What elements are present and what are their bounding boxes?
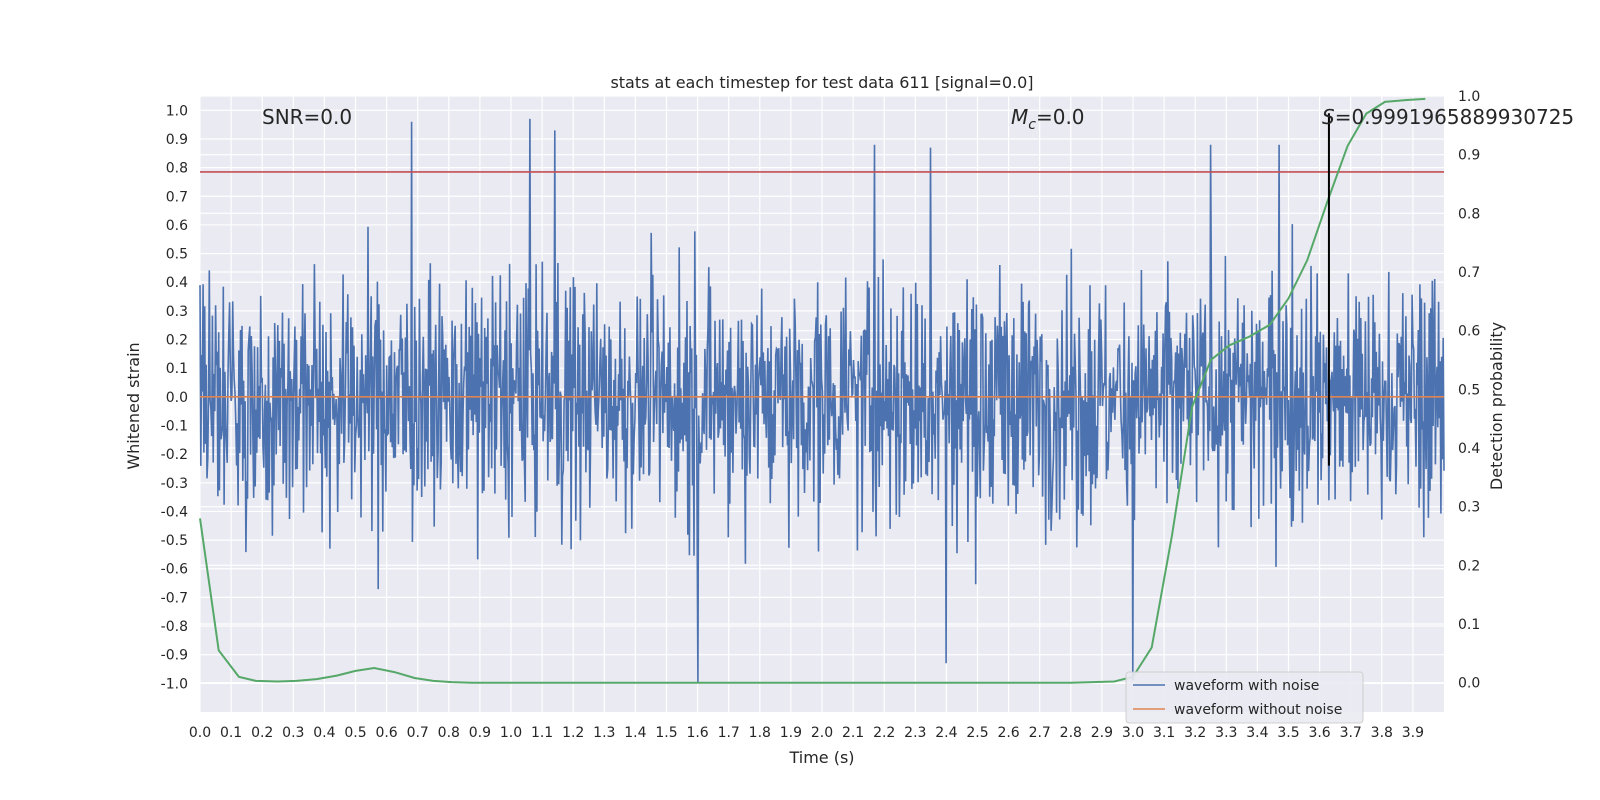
chirp-mass-subscript: c <box>1028 117 1036 133</box>
x-tick-label: 1.6 <box>686 725 708 741</box>
legend-label-clean: waveform without noise <box>1174 702 1342 718</box>
score-value: =0.9991965889930725 <box>1335 105 1574 129</box>
x-tick-label: 2.1 <box>842 725 864 741</box>
x-tick-label: 2.7 <box>1029 725 1051 741</box>
x-tick-label: 3.2 <box>1184 725 1206 741</box>
y2-tick-label: 0.6 <box>1458 324 1480 340</box>
y-tick-label: 0.4 <box>166 275 188 291</box>
x-tick-label: 3.1 <box>1153 725 1175 741</box>
score-annotation: S=0.9991965889930725 <box>1322 105 1574 129</box>
x-tick-label: 0.1 <box>220 725 242 741</box>
x-tick-label: 1.5 <box>655 725 677 741</box>
x-tick-label: 0.2 <box>251 725 273 741</box>
detection-probability-line <box>199 97 1426 684</box>
x-tick-label: 2.5 <box>966 725 988 741</box>
y2-tick-label: 0.8 <box>1458 206 1480 222</box>
x-tick-label: 3.9 <box>1402 725 1424 741</box>
x-tick-label: 3.3 <box>1215 725 1237 741</box>
y-tick-label: -0.2 <box>161 447 188 463</box>
x-tick-label: 2.4 <box>935 725 957 741</box>
y2-tick-label: 0.9 <box>1458 148 1480 164</box>
y2-tick-label: 0.5 <box>1458 382 1480 398</box>
x-tick-label: 2.0 <box>811 725 833 741</box>
chirp-mass-symbol: M <box>1011 105 1028 129</box>
x-tick-label: 2.9 <box>1091 725 1113 741</box>
x-tick-label: 1.1 <box>531 725 553 741</box>
x-tick-labels: 0.0 0.1 0.2 0.3 0.4 0.5 0.6 0.7 0.8 0.9 1.0 1.1 1.2 1… <box>189 725 1424 741</box>
x-tick-label: 0.7 <box>407 725 429 741</box>
y2-tick-label: 0.0 <box>1458 676 1480 692</box>
x-tick-label: 0.6 <box>375 725 397 741</box>
y-tick-label: -0.4 <box>161 504 188 520</box>
legend-box <box>1125 671 1364 724</box>
y-tick-label: 0.8 <box>166 161 188 177</box>
legend: waveform with noise waveform without noi… <box>1125 671 1364 724</box>
chirp-mass-annotation: Mc=0.0 <box>1011 105 1085 133</box>
x-tick-label: 0.9 <box>469 725 491 741</box>
x-tick-label: 0.0 <box>189 725 211 741</box>
y-tick-label: -0.1 <box>161 418 188 434</box>
y-tick-label: 0.9 <box>166 132 188 148</box>
x-tick-label: 2.2 <box>873 725 895 741</box>
y2-tick-label: 0.7 <box>1458 265 1480 281</box>
y-tick-label: 0.5 <box>166 247 188 263</box>
y2-tick-label: 0.3 <box>1458 500 1480 516</box>
x-tick-label: 1.8 <box>749 725 771 741</box>
chart-title: stats at each timestep for test data 611… <box>610 73 1033 92</box>
legend-label-noisy: waveform with noise <box>1174 678 1319 694</box>
x-tick-label: 0.5 <box>344 725 366 741</box>
x-tick-label: 1.0 <box>500 725 522 741</box>
y2-axis-label: Detection probability <box>1487 322 1506 490</box>
y-tick-label: 0.0 <box>166 390 188 406</box>
x-tick-label: 2.8 <box>1060 725 1082 741</box>
y2-tick-label: 1.0 <box>1458 89 1480 105</box>
x-tick-label: 2.3 <box>904 725 926 741</box>
y-tick-label: -0.3 <box>161 476 188 492</box>
y-tick-label: -0.6 <box>161 562 188 578</box>
y-tick-label: -0.5 <box>161 533 188 549</box>
y-tick-label: -1.0 <box>161 676 188 692</box>
x-tick-label: 0.3 <box>282 725 304 741</box>
y2-tick-labels: 1.0 0.9 0.8 0.7 0.6 0.5 0.4 0.3 0.2 0.1 0.0 <box>1458 89 1480 692</box>
y-tick-label: -0.8 <box>161 619 188 635</box>
y-tick-label: 0.6 <box>166 218 188 234</box>
x-tick-label: 3.7 <box>1340 725 1362 741</box>
x-tick-label: 1.4 <box>624 725 646 741</box>
overlays <box>199 97 1444 684</box>
y-tick-label: -0.7 <box>161 590 188 606</box>
y-tick-label: -0.9 <box>161 648 188 664</box>
x-tick-label: 1.2 <box>562 725 584 741</box>
y-tick-label: 0.2 <box>166 333 188 349</box>
x-axis-label: Time (s) <box>788 748 854 767</box>
x-tick-label: 3.0 <box>1122 725 1144 741</box>
x-tick-label: 0.4 <box>313 725 335 741</box>
x-tick-label: 1.9 <box>780 725 802 741</box>
y-tick-label: 0.3 <box>166 304 188 320</box>
x-tick-label: 2.6 <box>997 725 1019 741</box>
x-tick-label: 3.8 <box>1371 725 1393 741</box>
y-tick-label: 1.0 <box>166 103 188 119</box>
y-tick-label: 0.7 <box>166 189 188 205</box>
x-tick-label: 3.4 <box>1246 725 1268 741</box>
y-axis-label: Whitened strain <box>124 342 143 469</box>
score-symbol: S <box>1322 105 1335 129</box>
x-tick-label: 0.8 <box>438 725 460 741</box>
noisy-waveform-line <box>199 118 1445 684</box>
y-tick-label: 0.1 <box>166 361 188 377</box>
y2-tick-label: 0.1 <box>1458 617 1480 633</box>
chirp-mass-value: =0.0 <box>1036 105 1085 129</box>
x-tick-label: 1.7 <box>718 725 740 741</box>
y-tick-labels: 1.0 0.9 0.8 0.7 0.6 0.5 0.4 0.3 0.2 0.1 0.0 -0.1 -0.… <box>161 103 188 692</box>
y2-tick-label: 0.2 <box>1458 558 1480 574</box>
noisy-waveform <box>199 118 1445 684</box>
snr-annotation: SNR=0.0 <box>262 105 352 129</box>
x-tick-label: 3.6 <box>1308 725 1330 741</box>
x-tick-label: 3.5 <box>1277 725 1299 741</box>
y2-tick-label: 0.4 <box>1458 441 1480 457</box>
x-tick-label: 1.3 <box>593 725 615 741</box>
